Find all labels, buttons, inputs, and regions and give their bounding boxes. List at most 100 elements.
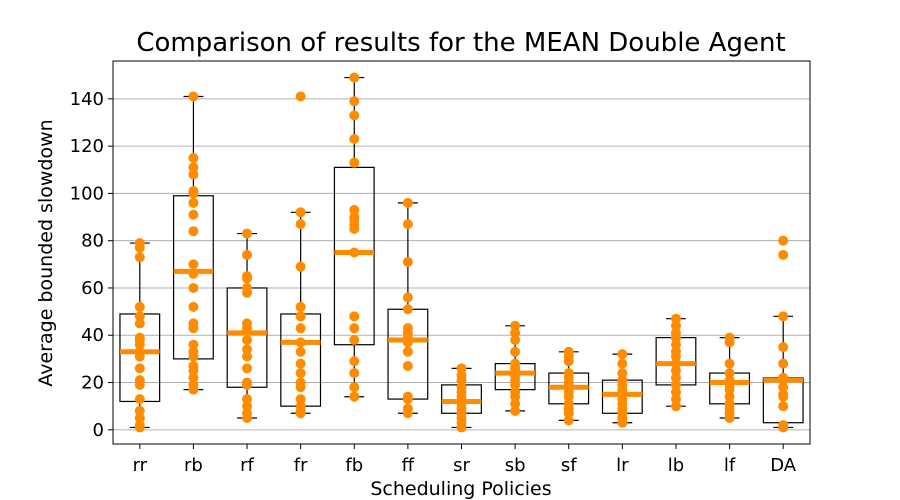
data-point	[402, 256, 413, 267]
point-layer	[134, 72, 789, 433]
data-point	[510, 386, 521, 397]
x-tick-label: sr	[453, 455, 470, 476]
data-point	[670, 313, 681, 324]
x-tick-label: fr	[294, 455, 308, 476]
data-point	[510, 327, 521, 338]
chart-title: Comparison of results for the MEAN Doubl…	[136, 28, 785, 58]
data-point	[724, 358, 735, 369]
data-point	[295, 91, 306, 102]
data-point	[724, 398, 735, 409]
data-point	[402, 197, 413, 208]
data-point	[670, 327, 681, 338]
data-point	[456, 382, 467, 393]
data-point	[295, 261, 306, 272]
data-point	[295, 311, 306, 322]
data-point	[295, 219, 306, 230]
data-point	[188, 301, 199, 312]
data-point	[617, 349, 628, 360]
data-point	[778, 420, 789, 431]
data-point	[402, 304, 413, 315]
data-point	[188, 91, 199, 102]
data-point	[778, 389, 789, 400]
data-point	[510, 398, 521, 409]
data-point	[349, 134, 360, 145]
data-point	[670, 372, 681, 383]
data-point	[402, 391, 413, 402]
data-point	[188, 162, 199, 173]
x-tick-label: lf	[724, 455, 736, 476]
data-point	[295, 301, 306, 312]
data-point	[188, 186, 199, 197]
data-point	[134, 332, 145, 343]
x-tick-label: fb	[345, 455, 363, 476]
data-point	[295, 346, 306, 357]
data-point	[242, 401, 253, 412]
data-point	[188, 209, 199, 220]
data-point	[670, 365, 681, 376]
data-point	[670, 339, 681, 350]
data-point	[778, 382, 789, 393]
data-point	[242, 249, 253, 260]
data-point	[188, 282, 199, 293]
y-tick-label: 80	[81, 231, 104, 252]
y-tick-label: 120	[70, 136, 104, 157]
data-point	[188, 169, 199, 180]
data-point	[724, 391, 735, 402]
data-point	[349, 212, 360, 223]
data-point	[510, 334, 521, 345]
data-point	[510, 405, 521, 416]
data-point	[349, 334, 360, 345]
y-tick-label: 40	[81, 325, 104, 346]
x-tick-label: rr	[133, 455, 148, 476]
data-point	[134, 420, 145, 431]
data-point	[510, 320, 521, 331]
y-tick-label: 60	[81, 278, 104, 299]
data-point	[778, 358, 789, 369]
data-point	[242, 363, 253, 374]
data-point	[402, 323, 413, 334]
data-point	[134, 311, 145, 322]
x-tick-label: rf	[240, 455, 254, 476]
data-point	[617, 375, 628, 386]
data-point	[188, 346, 199, 357]
data-point	[724, 332, 735, 343]
data-point	[242, 377, 253, 388]
data-point	[295, 394, 306, 405]
data-point	[188, 360, 199, 371]
y-tick-label: 100	[70, 183, 104, 204]
data-point	[134, 301, 145, 312]
data-point	[563, 346, 574, 357]
x-tick-label: ff	[402, 455, 415, 476]
data-point	[295, 377, 306, 388]
data-point	[242, 351, 253, 362]
data-point	[295, 401, 306, 412]
data-point	[617, 358, 628, 369]
data-point	[349, 356, 360, 367]
data-point	[188, 372, 199, 383]
data-point	[242, 282, 253, 293]
data-point	[295, 207, 306, 218]
data-point	[563, 368, 574, 379]
data-point	[563, 415, 574, 426]
data-point	[242, 344, 253, 355]
data-point	[295, 358, 306, 369]
data-point	[295, 323, 306, 334]
data-point	[778, 249, 789, 260]
data-point	[242, 228, 253, 239]
data-point	[242, 334, 253, 345]
data-point	[188, 226, 199, 237]
data-point	[349, 204, 360, 215]
data-point	[778, 235, 789, 246]
y-tick-label: 0	[93, 420, 104, 441]
data-point	[349, 96, 360, 107]
data-point	[778, 311, 789, 322]
x-tick-label: sf	[561, 455, 577, 476]
data-point	[670, 401, 681, 412]
y-tick-label: 20	[81, 373, 104, 394]
data-point	[188, 259, 199, 270]
data-point	[402, 219, 413, 230]
x-tick-label: DA	[770, 455, 797, 476]
x-tick-label: lb	[668, 455, 684, 476]
